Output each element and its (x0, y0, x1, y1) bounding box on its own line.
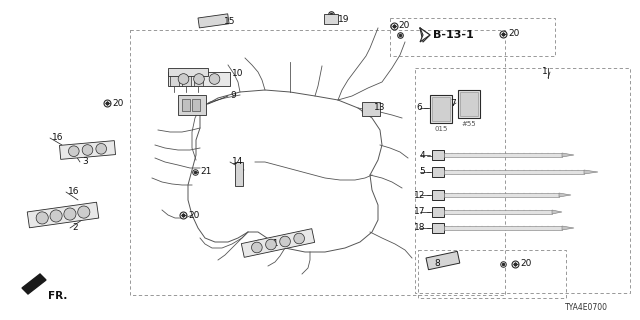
Text: 17: 17 (413, 207, 425, 217)
Bar (432, 167, 444, 177)
Bar (194, 74, 203, 86)
Text: 5: 5 (419, 167, 425, 177)
Circle shape (77, 206, 90, 218)
Bar (241, 229, 315, 257)
Circle shape (209, 74, 220, 84)
Text: 4: 4 (419, 151, 425, 161)
Bar (432, 97, 450, 121)
Text: 20: 20 (188, 211, 200, 220)
Circle shape (280, 236, 291, 247)
Text: 7: 7 (451, 100, 456, 108)
Bar (432, 150, 444, 160)
Text: 15: 15 (224, 18, 236, 27)
Bar (60, 140, 115, 159)
Polygon shape (584, 170, 598, 174)
Text: B-13-1: B-13-1 (433, 30, 474, 40)
Bar (178, 95, 206, 115)
Bar (415, 68, 630, 293)
Polygon shape (552, 210, 562, 214)
Circle shape (252, 242, 262, 253)
Circle shape (194, 74, 204, 84)
Text: 2: 2 (72, 223, 77, 233)
Text: 18: 18 (413, 223, 425, 233)
Text: 6: 6 (416, 103, 422, 113)
Text: 16: 16 (68, 188, 79, 196)
Bar (432, 223, 444, 233)
Text: 015: 015 (435, 126, 448, 132)
Text: 3: 3 (82, 157, 88, 166)
Text: 20: 20 (112, 99, 124, 108)
Circle shape (294, 233, 305, 244)
Bar (182, 99, 190, 111)
Bar (170, 74, 179, 86)
Bar (460, 92, 478, 116)
Bar (426, 251, 460, 270)
Polygon shape (562, 153, 574, 157)
Bar (198, 14, 229, 28)
Bar (362, 102, 380, 116)
Circle shape (50, 210, 62, 222)
Bar (432, 207, 444, 217)
Bar (430, 95, 452, 123)
Text: #55: #55 (461, 121, 476, 127)
Circle shape (82, 145, 93, 155)
Text: FR.: FR. (48, 291, 67, 301)
Text: 16: 16 (52, 133, 63, 142)
Text: 20: 20 (520, 260, 531, 268)
Polygon shape (420, 28, 430, 42)
Text: TYA4E0700: TYA4E0700 (565, 303, 608, 312)
Polygon shape (562, 226, 574, 230)
Text: 8: 8 (435, 259, 440, 268)
Bar (418, 250, 566, 298)
Bar (390, 18, 555, 56)
Bar (130, 30, 505, 295)
Circle shape (68, 146, 79, 156)
Text: 9: 9 (230, 92, 236, 100)
Text: 1: 1 (542, 68, 548, 76)
Text: 19: 19 (338, 15, 349, 25)
Circle shape (178, 74, 189, 84)
Bar (28, 202, 99, 228)
Bar (444, 193, 559, 197)
Bar (444, 170, 584, 174)
Text: 20: 20 (508, 29, 520, 38)
Text: 20: 20 (398, 21, 410, 30)
Bar (444, 153, 562, 157)
Bar (444, 226, 562, 230)
Polygon shape (559, 193, 571, 197)
Bar (324, 14, 338, 24)
Text: 11: 11 (268, 238, 280, 247)
Bar (444, 210, 552, 214)
Polygon shape (22, 274, 46, 294)
Text: 12: 12 (413, 190, 425, 199)
Circle shape (266, 239, 276, 250)
Bar (192, 99, 200, 111)
Bar (458, 90, 480, 118)
Bar (235, 162, 243, 186)
Circle shape (36, 212, 48, 224)
Text: 14: 14 (232, 157, 243, 166)
Text: 21: 21 (200, 167, 211, 177)
Text: 13: 13 (374, 103, 385, 113)
Text: 10: 10 (232, 69, 243, 78)
Circle shape (96, 143, 106, 154)
Bar (182, 74, 191, 86)
Bar (168, 72, 230, 86)
Circle shape (64, 208, 76, 220)
Bar (432, 190, 444, 200)
Bar (168, 68, 208, 76)
